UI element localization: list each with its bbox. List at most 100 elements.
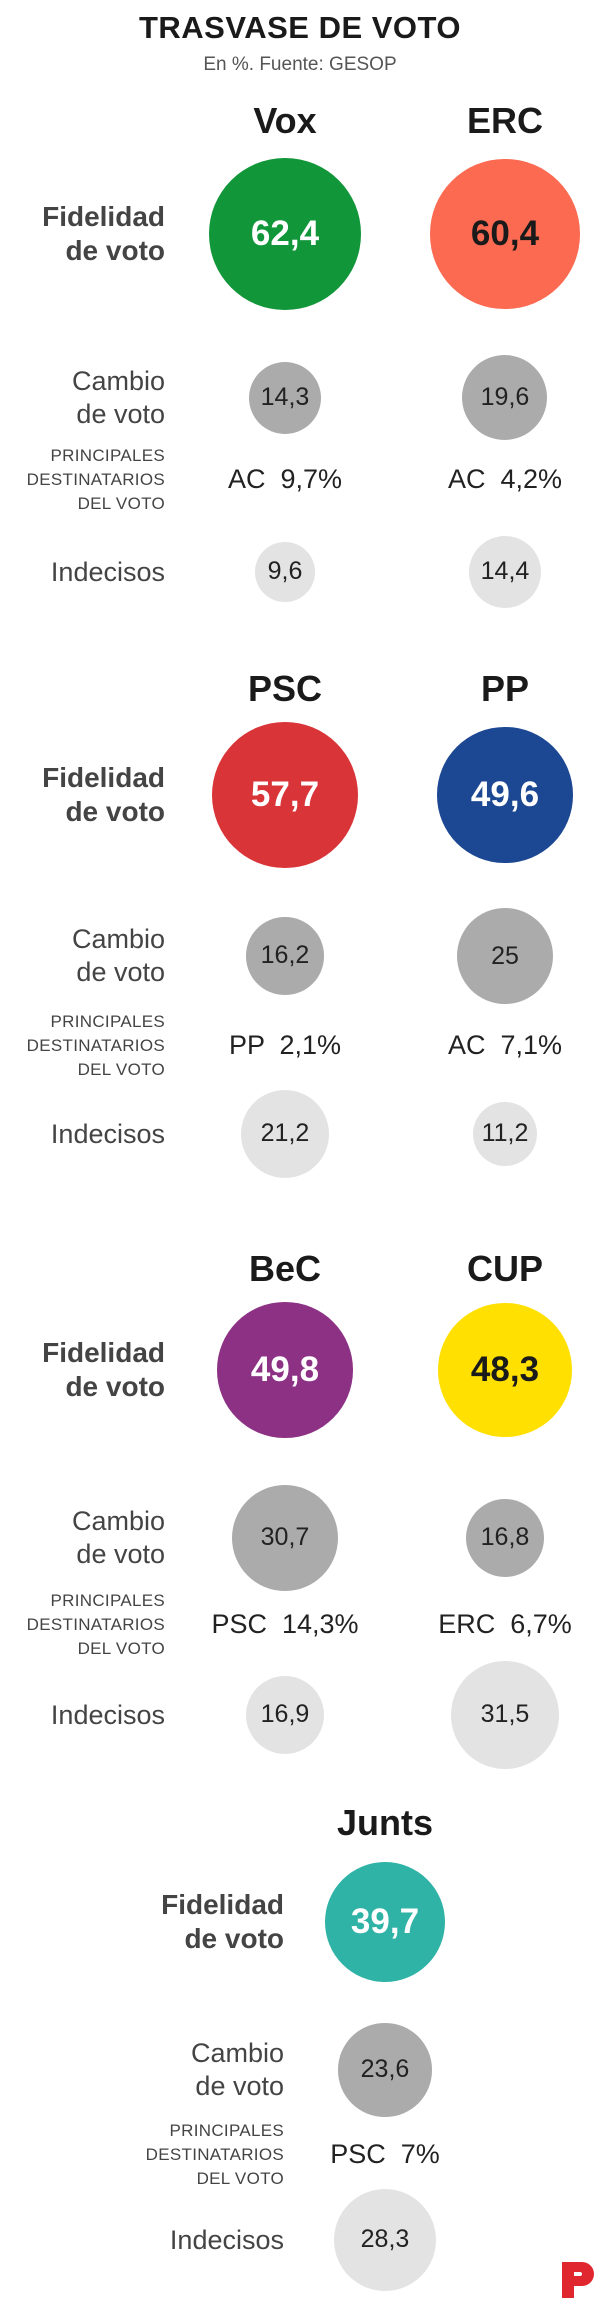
indecisos-value: 14,4 <box>480 557 530 586</box>
indecisos-circle: 28,3 <box>333 2188 437 2292</box>
indecisos-value: 31,5 <box>480 1700 530 1729</box>
destinatario-pct: 14,3% <box>281 1609 359 1639</box>
principales-label-line: PRINCIPALES <box>50 1012 165 1031</box>
party-name: PP <box>480 668 530 709</box>
cambio-circle: 14,3 <box>248 361 322 435</box>
principales-label-line: DEL VOTO <box>77 1639 165 1658</box>
publisher-logo-icon <box>562 2262 594 2298</box>
destinatario-value: PP 2,1% <box>175 1030 395 1061</box>
cambio-label-line: de voto <box>76 957 165 987</box>
cambio-label-line: Cambio <box>71 366 165 396</box>
principales-destinatarios-label: PRINCIPALES DESTINATARIOS DEL VOTO <box>27 444 165 516</box>
fidelidad-value: 57,7 <box>250 774 320 814</box>
destinatario-value: AC 7,1% <box>395 1030 600 1061</box>
cambio-circle: 19,6 <box>462 355 548 441</box>
fidelidad-label-line: de voto <box>65 235 165 266</box>
indecisos-value: 21,2 <box>260 1119 310 1148</box>
cambio-value: 19,6 <box>480 383 530 412</box>
chart-title: TRASVASE DE VOTO <box>138 10 462 45</box>
cambio-label: Cambio de voto <box>72 923 165 989</box>
cambio-value: 30,7 <box>260 1523 310 1552</box>
party-name: BeC <box>248 1248 322 1289</box>
fidelidad-circle: 49,8 <box>217 1302 353 1438</box>
fidelidad-circle: 62,4 <box>209 158 361 310</box>
party-name: CUP <box>466 1248 543 1289</box>
indecisos-label: Indecisos <box>169 2225 284 2255</box>
destinatario-pct: 7,1% <box>500 1030 563 1060</box>
principales-label-line: DESTINATARIOS <box>145 2145 284 2164</box>
cambio-value: 16,8 <box>480 1523 530 1552</box>
indecisos-circle: 11,2 <box>472 1101 538 1167</box>
principales-label-line: DEL VOTO <box>196 2169 284 2188</box>
indecisos-circle: 9,6 <box>255 542 315 602</box>
cambio-label: Cambio de voto <box>191 2037 284 2103</box>
destinatario-pct: 9,7% <box>280 464 343 494</box>
destinatario-pct: 2,1% <box>279 1030 342 1060</box>
indecisos-label: Indecisos <box>50 1119 165 1149</box>
indecisos-label: Indecisos <box>50 557 165 587</box>
cambio-label: Cambio de voto <box>72 1505 165 1571</box>
indecisos-value: 9,6 <box>267 557 303 586</box>
destinatario-party: PSC <box>211 1609 267 1639</box>
principales-label-line: DEL VOTO <box>77 494 165 513</box>
fidelidad-label-line: Fidelidad <box>161 1889 284 1920</box>
principales-label-line: DESTINATARIOS <box>26 1036 165 1055</box>
fidelidad-circle: 39,7 <box>324 1861 446 1983</box>
cambio-value: 14,3 <box>260 383 310 412</box>
indecisos-value: 11,2 <box>481 1119 529 1148</box>
cambio-label-line: Cambio <box>190 2038 284 2068</box>
cambio-circle: 16,2 <box>246 917 324 995</box>
fidelidad-label-line: Fidelidad <box>42 1337 165 1368</box>
destinatario-value: PSC 14,3% <box>175 1609 395 1640</box>
party-name: PSC <box>247 668 323 709</box>
cambio-value: 23,6 <box>360 2055 410 2084</box>
cambio-label-line: de voto <box>195 2071 284 2101</box>
fidelidad-label-line: de voto <box>65 1371 165 1402</box>
destinatario-value: AC 9,7% <box>175 464 395 495</box>
cambio-circle: 25 <box>457 908 553 1004</box>
destinatario-party: PSC <box>330 2139 386 2169</box>
indecisos-label: Indecisos <box>50 1700 165 1730</box>
fidelidad-circle: 60,4 <box>430 159 580 309</box>
cambio-label-line: Cambio <box>71 1506 165 1536</box>
principales-destinatarios-label: PRINCIPALES DESTINATARIOS DEL VOTO <box>27 1010 165 1082</box>
indecisos-circle: 14,4 <box>468 535 542 609</box>
fidelidad-value: 60,4 <box>470 213 540 253</box>
indecisos-circle: 21,2 <box>240 1089 330 1179</box>
destinatario-value: AC 4,2% <box>395 464 600 495</box>
principales-label-line: PRINCIPALES <box>50 446 165 465</box>
destinatario-party: ERC <box>438 1609 496 1639</box>
fidelidad-label-line: Fidelidad <box>42 762 165 793</box>
chart-subtitle: En %. Fuente: GESOP <box>203 54 397 75</box>
principales-label-line: DEL VOTO <box>77 1060 165 1079</box>
principales-label-line: DESTINATARIOS <box>26 1615 165 1634</box>
fidelidad-label: Fidelidad de voto <box>161 1888 284 1956</box>
destinatario-party: AC <box>447 1030 486 1060</box>
cambio-label-line: de voto <box>76 399 165 429</box>
principales-label-line: PRINCIPALES <box>169 2121 284 2140</box>
destinatario-party: AC <box>227 464 266 494</box>
fidelidad-value: 39,7 <box>350 1901 420 1941</box>
indecisos-circle: 31,5 <box>451 1661 559 1769</box>
cambio-label: Cambio de voto <box>72 365 165 431</box>
fidelidad-value: 49,6 <box>470 774 540 814</box>
destinatario-party: AC <box>447 464 486 494</box>
indecisos-circle: 16,9 <box>245 1675 325 1755</box>
principales-label-line: PRINCIPALES <box>50 1591 165 1610</box>
cambio-label-line: Cambio <box>71 924 165 954</box>
party-name: Vox <box>253 100 317 141</box>
fidelidad-circle: 57,7 <box>212 722 358 868</box>
cambio-value: 25 <box>491 941 519 970</box>
fidelidad-circle: 48,3 <box>438 1303 572 1437</box>
cambio-circle: 16,8 <box>465 1498 545 1578</box>
destinatario-party: PP <box>228 1030 265 1060</box>
destinatario-pct: 7% <box>400 2139 440 2169</box>
cambio-circle: 23,6 <box>338 2023 432 2117</box>
fidelidad-label: Fidelidad de voto <box>42 761 165 829</box>
destinatario-pct: 4,2% <box>500 464 563 494</box>
destinatario-value: ERC 6,7% <box>395 1609 600 1640</box>
indecisos-value: 28,3 <box>360 2225 410 2254</box>
cambio-label-line: de voto <box>76 1539 165 1569</box>
fidelidad-value: 62,4 <box>250 213 320 253</box>
fidelidad-label-line: de voto <box>65 796 165 827</box>
